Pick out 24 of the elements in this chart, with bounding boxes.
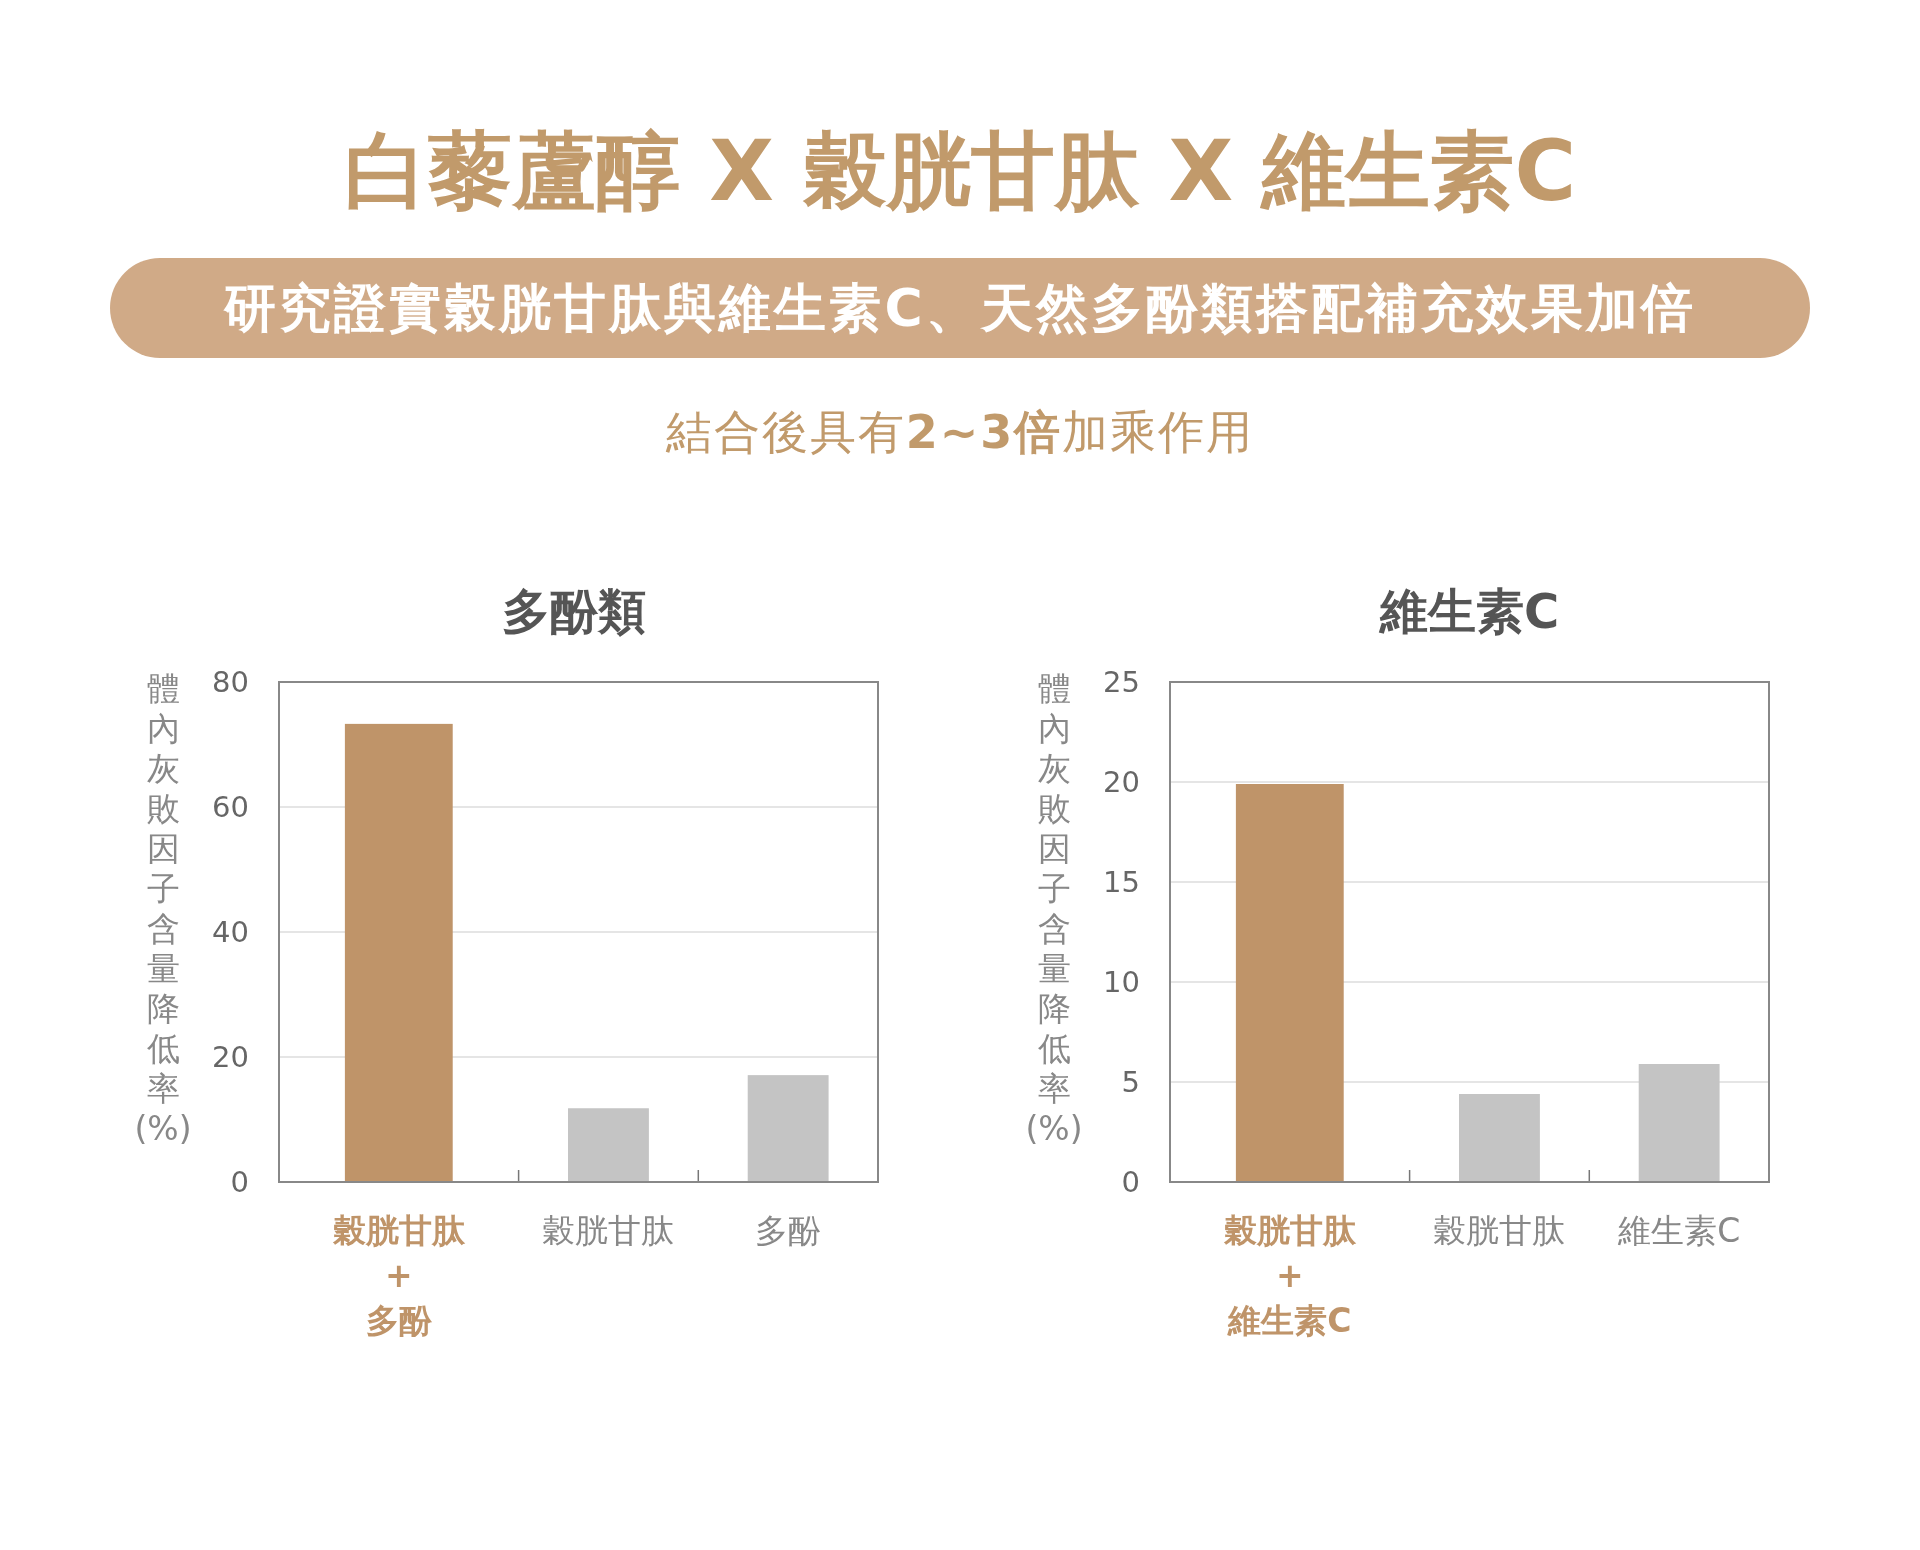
text: 體內灰敗因子含量降低率(%) [134,669,192,1148]
x-tick-label: 穀胱甘肽 [542,1211,675,1250]
chart-title: 多酚類 [501,583,646,639]
text: 研究證實穀胱甘肽與維生素C、天然多酚類搭配補充效果加倍 [223,278,1696,338]
x-tick-label: 穀胱甘肽 + 多酚 [331,1211,466,1340]
x-tick-label: 維生素C [1617,1211,1741,1250]
y-tick-label: 15 [1103,865,1140,899]
y-tick-label: 10 [1103,965,1140,999]
y-tick-label: 80 [212,665,249,699]
y-tick-label: 5 [1121,1065,1140,1099]
x-tick-label: 多酚 [755,1211,822,1250]
chart-title: 維生素C [1377,583,1560,639]
y-tick-label: 20 [212,1040,249,1074]
y-tick-label: 0 [1121,1165,1140,1199]
x-tick-label: 穀胱甘肽 [1433,1211,1566,1250]
y-tick-label: 60 [212,790,249,824]
text: 白藜蘆醇 X 穀胱甘肽 X 維生素C [343,122,1577,220]
text: 體內灰敗因子含量降低率(%) [1025,669,1083,1148]
x-tick-label: 穀胱甘肽 + 維生素C [1222,1211,1357,1340]
y-tick-label: 25 [1103,665,1140,699]
text: 結合後具有2~3倍加乘作用 [664,405,1255,459]
y-tick-label: 40 [212,915,249,949]
y-tick-label: 0 [230,1165,249,1199]
y-tick-label: 20 [1103,765,1140,799]
